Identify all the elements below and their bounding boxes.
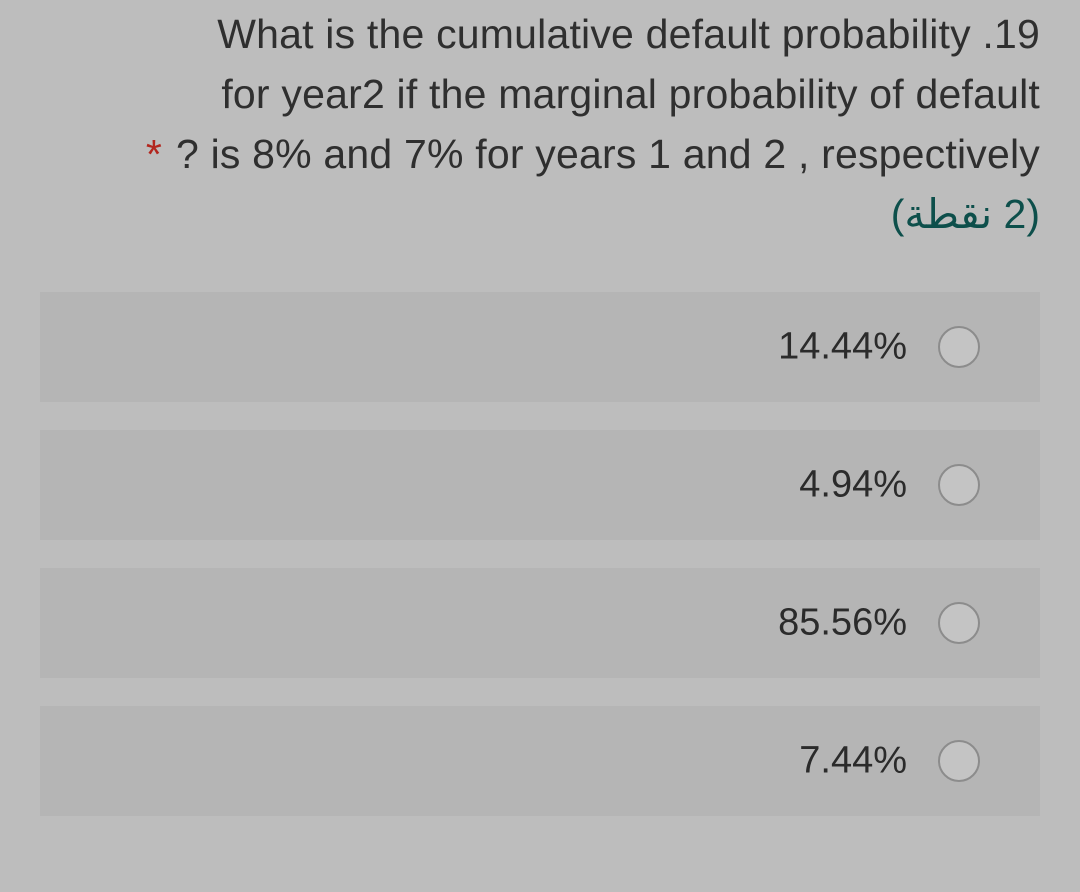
required-marker: * bbox=[145, 131, 162, 177]
radio-button[interactable] bbox=[938, 740, 980, 782]
radio-button[interactable] bbox=[938, 464, 980, 506]
question-text: What is the cumulative default probabili… bbox=[40, 4, 1040, 244]
option-label: 85.56% bbox=[778, 601, 907, 644]
answer-options: 14.44% 4.94% 85.56% 7.44% bbox=[40, 292, 1040, 844]
question-line-2: for year2 if the marginal probability of… bbox=[221, 71, 1040, 117]
option-1[interactable]: 14.44% bbox=[40, 292, 1040, 402]
question-line-3: * ? is 8% and 7% for years 1 and 2 , resp… bbox=[40, 124, 1040, 184]
points-label: (2 نقطة) bbox=[890, 191, 1040, 237]
question-line-3-text: ? is 8% and 7% for years 1 and 2 , respe… bbox=[175, 131, 1040, 177]
option-4[interactable]: 7.44% bbox=[40, 706, 1040, 816]
radio-button[interactable] bbox=[938, 326, 980, 368]
radio-button[interactable] bbox=[938, 602, 980, 644]
question-line-1: What is the cumulative default probabili… bbox=[217, 11, 1040, 57]
option-3[interactable]: 85.56% bbox=[40, 568, 1040, 678]
option-label: 7.44% bbox=[799, 739, 907, 782]
option-label: 4.94% bbox=[799, 463, 907, 506]
option-label: 14.44% bbox=[778, 325, 907, 368]
option-2[interactable]: 4.94% bbox=[40, 430, 1040, 540]
